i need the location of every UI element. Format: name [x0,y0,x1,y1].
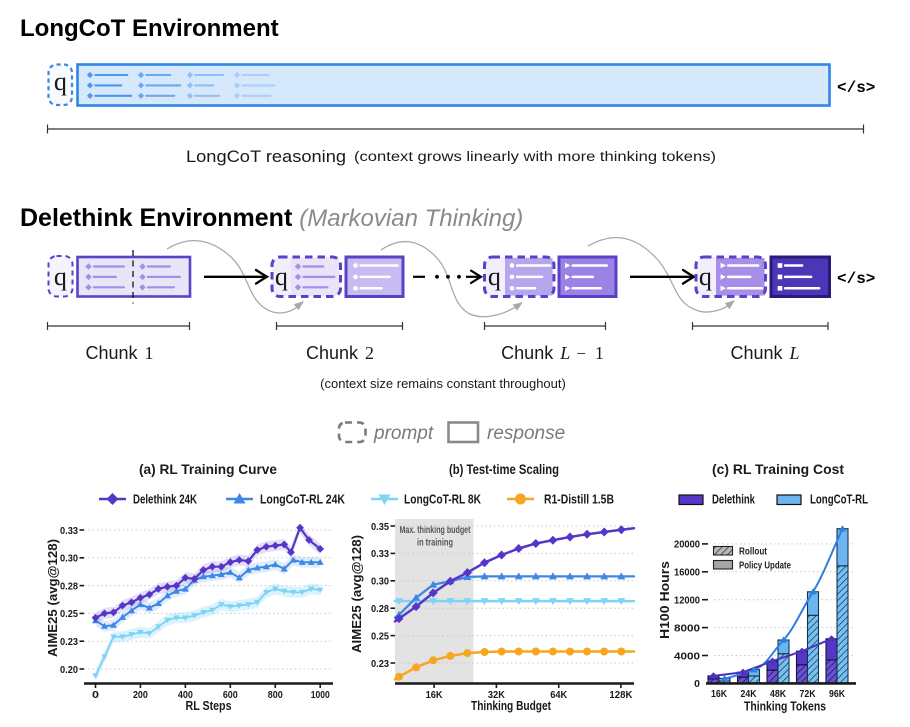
svg-text:0.20: 0.20 [60,664,78,676]
svg-text:(context grows linearly with m: (context grows linearly with more thinki… [354,149,716,164]
svg-text:32K: 32K [488,689,505,701]
svg-text:0: 0 [92,689,99,701]
svg-text:0.35: 0.35 [371,521,389,533]
svg-text:200: 200 [133,689,148,701]
svg-text:LongCoT-RL: LongCoT-RL [810,492,868,507]
svg-text:LongCoT Environment: LongCoT Environment [20,15,279,42]
svg-text:0.25: 0.25 [371,630,389,642]
svg-text:96K: 96K [829,688,845,700]
svg-text:Max. thinking budget: Max. thinking budget [400,525,472,536]
svg-text:AIME25 (avg@128): AIME25 (avg@128) [46,539,60,657]
svg-text:0.30: 0.30 [60,553,78,565]
svg-text:16000: 16000 [674,567,700,579]
svg-text:64K: 64K [550,689,567,701]
svg-text:(context size remains constant: (context size remains constant throughou… [320,376,566,391]
svg-text:0.28: 0.28 [371,603,389,615]
svg-text:4000: 4000 [674,650,700,662]
svg-text:0.30: 0.30 [371,576,389,588]
svg-text:LongCoT reasoning: LongCoT reasoning [186,147,346,166]
svg-text:RL Steps: RL Steps [186,699,232,713]
svg-text:LongCoT-RL 24K: LongCoT-RL 24K [260,492,345,507]
svg-text:</s>: </s> [837,79,875,97]
svg-text:0.23: 0.23 [371,658,389,670]
svg-text:1000: 1000 [311,689,330,701]
svg-text:in training: in training [417,538,453,549]
svg-text:</s>: </s> [837,270,875,288]
svg-text:0.23: 0.23 [60,636,78,648]
svg-text:response: response [487,423,565,444]
svg-text:AIME25 (avg@128): AIME25 (avg@128) [350,535,364,653]
svg-text:72K: 72K [800,688,816,700]
svg-text:8000: 8000 [674,622,700,634]
svg-text:600: 600 [223,689,238,701]
svg-text:(a) RL Training Curve: (a) RL Training Curve [139,462,277,477]
svg-text:16K: 16K [426,689,443,701]
svg-text:(b) Test-time Scaling: (b) Test-time Scaling [449,462,559,477]
svg-text:Policy Update: Policy Update [739,560,791,572]
svg-text:(c) RL Training Cost: (c) RL Training Cost [712,462,845,477]
svg-text:H100 Hours: H100 Hours [658,561,672,639]
svg-text:R1-Distill 1.5B: R1-Distill 1.5B [544,492,614,507]
svg-text:800: 800 [268,689,283,701]
svg-text:16K: 16K [711,688,727,700]
svg-text:0.33: 0.33 [60,525,78,537]
svg-text:LongCoT-RL 8K: LongCoT-RL 8K [404,492,481,507]
svg-text:Thinking Tokens: Thinking Tokens [744,699,826,713]
svg-text:0: 0 [694,678,700,690]
svg-text:12000: 12000 [674,595,700,607]
svg-text:400: 400 [178,689,193,701]
svg-text:Thinking Budget: Thinking Budget [471,699,552,713]
svg-text:prompt: prompt [373,423,434,444]
svg-text:0.28: 0.28 [60,580,78,592]
svg-text:128K: 128K [609,689,632,701]
svg-text:20000: 20000 [674,539,700,551]
svg-text:48K: 48K [770,688,786,700]
svg-text:24K: 24K [741,688,757,700]
svg-text:Delethink: Delethink [712,492,756,507]
svg-text:0.25: 0.25 [60,608,78,620]
svg-text:Rollout: Rollout [739,546,767,558]
svg-text:Delethink 24K: Delethink 24K [133,492,197,507]
svg-text:0.33: 0.33 [371,548,389,560]
svg-text:Delethink Environment (Markovi: Delethink Environment (Markovian Thinkin… [20,204,523,232]
